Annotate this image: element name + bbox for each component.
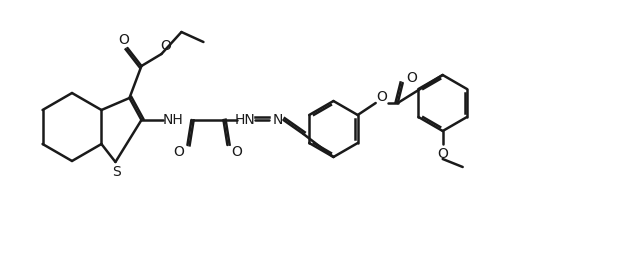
Text: N: N <box>272 113 283 127</box>
Text: O: O <box>406 71 417 85</box>
Text: O: O <box>231 145 242 159</box>
Text: O: O <box>437 147 448 161</box>
Text: O: O <box>160 39 171 53</box>
Text: O: O <box>173 145 184 159</box>
Text: NH: NH <box>163 113 184 127</box>
Text: O: O <box>118 33 129 47</box>
Text: O: O <box>376 90 387 104</box>
Text: HN: HN <box>235 113 256 127</box>
Text: S: S <box>112 165 121 179</box>
